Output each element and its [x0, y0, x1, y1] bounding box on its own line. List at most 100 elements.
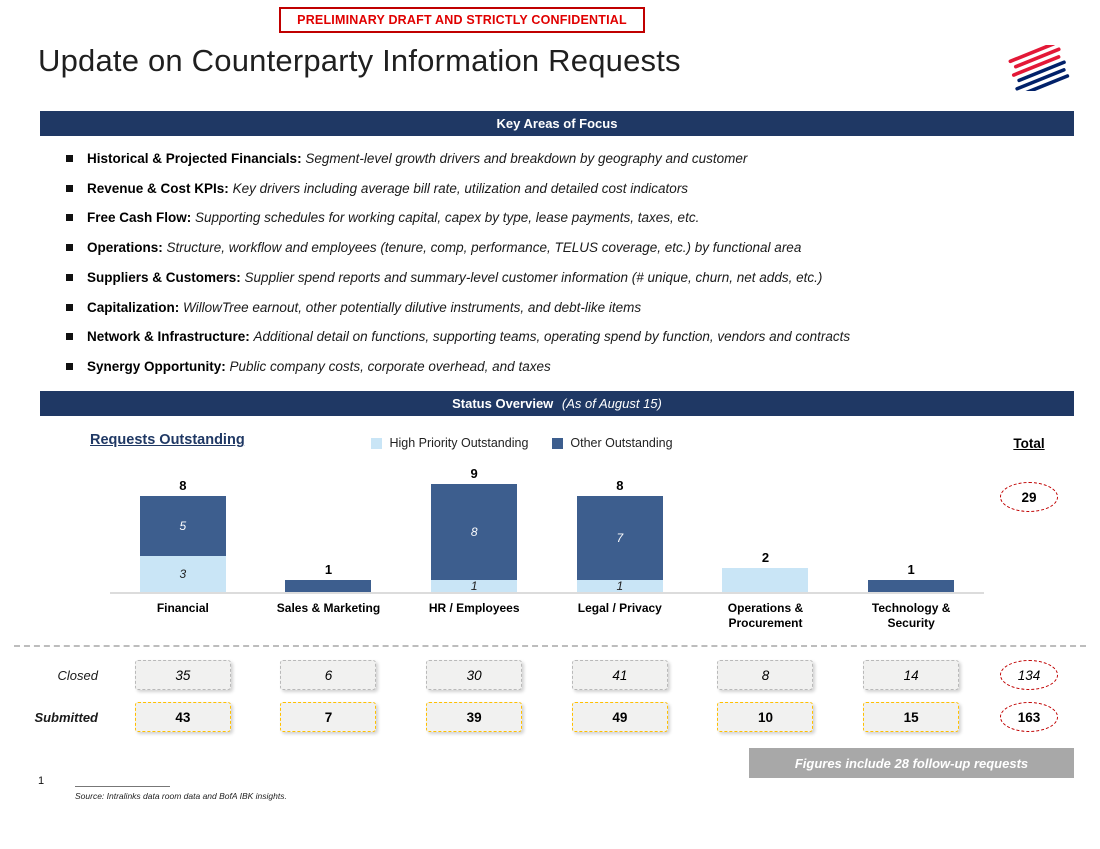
- bar-segment: [722, 568, 809, 593]
- category-label: HR / Employees: [428, 601, 520, 616]
- source-footnote: Source: Intralinks data room data and Bo…: [75, 786, 287, 801]
- stacked-bar: [868, 580, 955, 593]
- row-cell: 7: [256, 702, 402, 733]
- category-label: Technology & Security: [871, 601, 951, 631]
- bullet-description: Public company costs, corporate overhead…: [229, 359, 551, 375]
- bullet-square-icon: [66, 184, 73, 192]
- legend-label: High Priority Outstanding: [389, 436, 529, 451]
- spacer: [984, 594, 1074, 631]
- key-area-bullet: Network & Infrastructure: Additional det…: [66, 328, 1074, 346]
- legend-swatch-icon: [552, 437, 564, 449]
- bullet-label: Suppliers & Customers:: [87, 269, 241, 285]
- row-cell: 49: [547, 702, 693, 733]
- row-cells: 35 6 30 41 8 14: [110, 660, 984, 691]
- bullet-square-icon: [66, 155, 73, 162]
- value-box: 49: [571, 702, 668, 733]
- row-total-oval: 134: [1000, 660, 1058, 691]
- callout-row: Figures include 28 follow-up requests: [40, 748, 1074, 779]
- row-cell: 35: [110, 660, 256, 691]
- key-areas-list: Historical & Projected Financials: Segme…: [66, 150, 1074, 376]
- page-title: Update on Counterparty Information Reque…: [38, 43, 681, 78]
- legend-item: Other Outstanding: [552, 436, 673, 450]
- value-box: 8: [717, 660, 814, 691]
- value-box: 10: [717, 702, 814, 733]
- row-total-oval: 163: [1000, 702, 1058, 733]
- value-box: 7: [280, 702, 377, 733]
- key-area-bullet: Operations: Structure, workflow and empl…: [66, 239, 1074, 257]
- bar-total-label: 8: [616, 478, 624, 494]
- bar-segment: 8: [431, 484, 518, 581]
- bullet-square-icon: [66, 303, 73, 311]
- legend-item: High Priority Outstanding: [371, 436, 528, 450]
- key-area-bullet: Free Cash Flow: Supporting schedules for…: [66, 209, 1074, 227]
- row-cell: 39: [401, 702, 547, 733]
- source-note: Source: Intralinks data room data and Bo…: [75, 791, 287, 801]
- value-box: 14: [863, 660, 960, 691]
- status-overview-title: Status Overview: [452, 396, 554, 412]
- category-label: Financial: [156, 601, 209, 616]
- bullet-label: Revenue & Cost KPIs:: [87, 180, 229, 196]
- total-outstanding-cell: 29: [984, 460, 1074, 594]
- bar-segment: 5: [139, 496, 226, 557]
- bullet-label: Capitalization:: [87, 299, 180, 315]
- row-cell: 6: [256, 660, 402, 691]
- footnote-rule: [75, 786, 170, 787]
- bar-segment: [868, 580, 955, 593]
- category-label: Sales & Marketing: [276, 601, 381, 616]
- status-table: Closed 35 6 30 41 8 14 134 Submitted 43 7 39 49 10 15 1…: [34, 660, 1074, 733]
- row-cell: 41: [547, 660, 693, 691]
- total-column-label: Total: [1013, 435, 1045, 451]
- bullet-description: Segment-level growth drivers and breakdo…: [305, 151, 748, 166]
- content: Key Areas of Focus Historical & Projecte…: [0, 111, 1100, 779]
- key-areas-header: Key Areas of Focus: [40, 111, 1074, 136]
- status-overview-asof: (As of August 15): [561, 396, 662, 412]
- bullet-label: Network & Infrastructure:: [87, 329, 250, 345]
- bar-total-label: 2: [761, 550, 770, 566]
- value-box: 6: [280, 660, 377, 691]
- followup-callout: Figures include 28 follow-up requests: [749, 748, 1074, 779]
- value-box: 15: [863, 702, 960, 733]
- status-table-row: Closed 35 6 30 41 8 14 134: [40, 660, 1074, 691]
- bar-total-label: 9: [470, 466, 478, 482]
- category-label: Operations & Procurement: [727, 601, 804, 631]
- row-cell: 14: [838, 660, 984, 691]
- spacer: [40, 594, 110, 631]
- bullet-description: Additional detail on functions, supporti…: [253, 329, 851, 345]
- value-box: 35: [134, 660, 231, 691]
- value-box: 43: [134, 702, 231, 733]
- value-box: 30: [426, 660, 523, 691]
- bullet-description: Structure, workflow and employees (tenur…: [166, 240, 802, 256]
- bullet-label: Free Cash Flow:: [87, 210, 192, 226]
- row-cell: 15: [838, 702, 984, 733]
- chart-column: 1: [838, 460, 984, 593]
- confidential-banner: PRELIMINARY DRAFT AND STRICTLY CONFIDENT…: [279, 7, 645, 33]
- bar-segment: 1: [576, 580, 663, 593]
- dashed-separator: [14, 645, 1086, 648]
- chart-title: Requests Outstanding: [90, 432, 245, 449]
- bullet-description: Key drivers including average bill rate,…: [232, 180, 689, 196]
- chart-header: Requests Outstanding High Priority Outst…: [40, 432, 1074, 454]
- stacked-bar: [285, 580, 372, 593]
- bar-total-label: 1: [907, 562, 915, 578]
- key-area-bullet: Historical & Projected Financials: Segme…: [66, 150, 1074, 168]
- category-label: Legal / Privacy: [577, 601, 662, 616]
- bullet-label: Historical & Projected Financials:: [87, 151, 302, 166]
- bar-total-label: 8: [179, 478, 187, 494]
- value-box: 41: [571, 660, 668, 691]
- row-total-cell: 163: [984, 702, 1074, 733]
- bar-segment: 3: [139, 556, 226, 593]
- bullet-square-icon: [66, 214, 73, 222]
- chart-column: 1: [256, 460, 402, 593]
- key-area-bullet: Revenue & Cost KPIs: Key drivers includi…: [66, 180, 1074, 198]
- key-area-bullet: Capitalization: WillowTree earnout, othe…: [66, 299, 1074, 317]
- status-table-row: Submitted 43 7 39 49 10 15 163: [34, 702, 1074, 733]
- row-cell: 8: [693, 660, 839, 691]
- key-area-bullet: Synergy Opportunity: Public company cost…: [66, 358, 1074, 376]
- bar-total-label: 1: [324, 562, 333, 578]
